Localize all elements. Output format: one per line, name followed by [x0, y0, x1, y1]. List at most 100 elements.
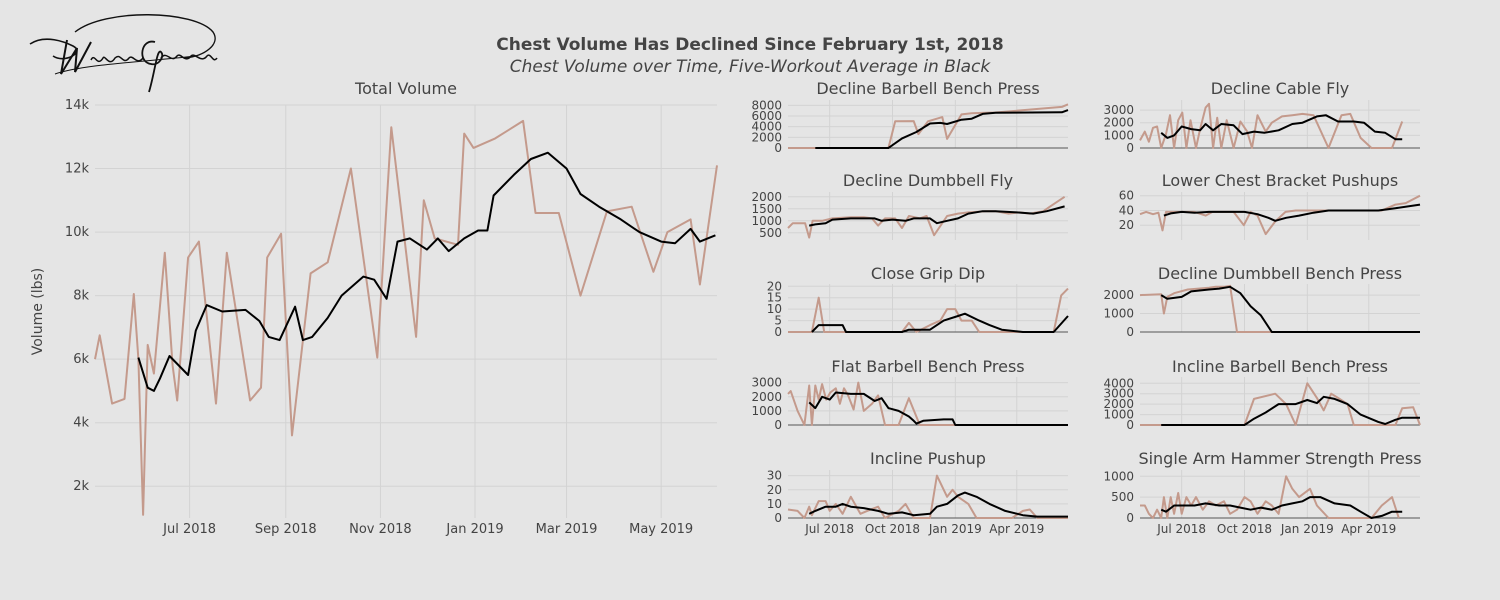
y-tick-label: 1000	[1103, 469, 1134, 483]
chart-panel-0: 2k 4k 6k 8k 10k 12k 14k Jul 2018 Sep 2018 Nov 201…	[30, 79, 718, 537]
average-series-line	[808, 491, 1068, 518]
x-tick-label: Jul 2018	[804, 522, 854, 536]
y-tick-label: 10	[767, 302, 782, 316]
average-series-line	[809, 205, 1065, 227]
x-tick-label: Jan 2019	[1280, 522, 1334, 536]
x-tick-label: Apr 2019	[1341, 522, 1396, 536]
page-title: Chest Volume Has Declined Since February…	[496, 35, 1004, 55]
x-tick-label: Nov 2018	[349, 522, 412, 537]
chart-panel-6: 0 1000 2000 Decline Dumbbell Bench Press	[1103, 264, 1420, 339]
x-tick-label: Jul 2018	[1156, 522, 1206, 536]
y-tick-label: 8k	[73, 289, 89, 304]
raw-series-line	[1139, 102, 1404, 149]
y-tick-label: 40	[1119, 203, 1134, 217]
raw-series-line	[1139, 284, 1420, 333]
y-tick-label: 20	[767, 279, 782, 293]
signature-image	[29, 14, 218, 93]
raw-series-line	[788, 287, 1069, 333]
chart-title: Decline Dumbbell Bench Press	[1158, 264, 1402, 283]
chart-title: Decline Dumbbell Fly	[843, 171, 1013, 190]
average-series-line	[1160, 114, 1403, 141]
chart-title: Incline Pushup	[870, 449, 986, 468]
y-tick-label: 0	[1126, 141, 1134, 155]
y-tick-label: 3000	[751, 376, 782, 390]
average-series-line	[1163, 203, 1421, 222]
y-tick-label: 3000	[1103, 387, 1134, 401]
y-tick-label: 2000	[1103, 397, 1134, 411]
y-tick-label: 4000	[751, 120, 782, 134]
y-tick-label: 4k	[73, 416, 89, 431]
y-tick-label: 0	[774, 511, 782, 525]
chart-title: Single Arm Hammer Strength Press	[1138, 449, 1421, 468]
y-tick-label: 0	[774, 325, 782, 339]
chart-title: Decline Cable Fly	[1211, 79, 1350, 98]
y-tick-label: 15	[767, 291, 782, 305]
y-tick-label: 2000	[751, 390, 782, 404]
chart-title: Incline Barbell Bench Press	[1172, 357, 1388, 376]
y-tick-label: 10	[767, 497, 782, 511]
x-tick-label: Oct 2018	[1217, 522, 1272, 536]
y-tick-label: 10k	[65, 225, 90, 240]
y-tick-label: 1000	[1103, 128, 1134, 142]
x-tick-label: Jan 2019	[928, 522, 982, 536]
y-tick-label: 0	[1126, 418, 1134, 432]
y-tick-label: 60	[1119, 189, 1134, 203]
y-tick-label: 0	[1126, 511, 1134, 525]
y-axis-label: Volume (lbs)	[30, 268, 46, 356]
raw-series-line	[787, 195, 1066, 239]
y-tick-label: 14k	[65, 98, 90, 113]
y-tick-label: 0	[1126, 325, 1134, 339]
y-tick-label: 1000	[751, 404, 782, 418]
y-tick-label: 2000	[751, 130, 782, 144]
y-tick-label: 0	[774, 418, 782, 432]
average-series-line	[815, 109, 1069, 149]
y-tick-label: 1000	[1103, 408, 1134, 422]
y-tick-label: 2000	[751, 190, 782, 204]
raw-series-line	[94, 119, 718, 516]
y-tick-label: 500	[759, 226, 782, 240]
y-tick-label: 2000	[1103, 288, 1134, 302]
chart-title: Lower Chest Bracket Pushups	[1162, 171, 1399, 190]
x-tick-label: Sep 2018	[255, 522, 317, 537]
x-tick-label: Jul 2018	[162, 522, 216, 537]
x-tick-label: Jan 2019	[445, 522, 503, 537]
y-tick-label: 0	[774, 141, 782, 155]
chart-title: Decline Barbell Bench Press	[816, 79, 1039, 98]
y-tick-label: 2000	[1103, 116, 1134, 130]
y-tick-label: 500	[1111, 490, 1134, 504]
average-series-line	[1160, 285, 1420, 333]
y-tick-label: 1000	[751, 214, 782, 228]
chart-title: Flat Barbell Bench Press	[831, 357, 1024, 376]
x-tick-label: Apr 2019	[989, 522, 1044, 536]
average-series-line	[811, 312, 1069, 333]
chart-title: Total Volume	[354, 79, 457, 98]
average-series-line	[1161, 395, 1420, 426]
chart-title: Close Grip Dip	[871, 264, 985, 283]
y-tick-label: 12k	[65, 162, 90, 177]
raw-series-line	[1140, 475, 1400, 519]
y-tick-label: 3000	[1103, 103, 1134, 117]
y-tick-label: 2k	[73, 479, 89, 494]
y-tick-label: 6k	[73, 352, 89, 367]
y-tick-label: 1000	[1103, 307, 1134, 321]
average-series-line	[137, 151, 716, 392]
average-series-line	[808, 391, 1068, 426]
x-tick-label: Oct 2018	[865, 522, 920, 536]
y-tick-label: 4000	[1103, 376, 1134, 390]
page-subtitle: Chest Volume over Time, Five-Workout Ave…	[509, 57, 991, 77]
y-tick-label: 1500	[751, 202, 782, 216]
y-tick-label: 5	[774, 314, 782, 328]
x-tick-label: Mar 2019	[536, 522, 598, 537]
chart-panel-10: 0 500 1000 Jul 2018 Oct 2018 Jan 2019 Apr 2019…	[1103, 449, 1421, 536]
x-tick-label: May 2019	[629, 522, 693, 537]
average-series-line	[1160, 496, 1403, 519]
